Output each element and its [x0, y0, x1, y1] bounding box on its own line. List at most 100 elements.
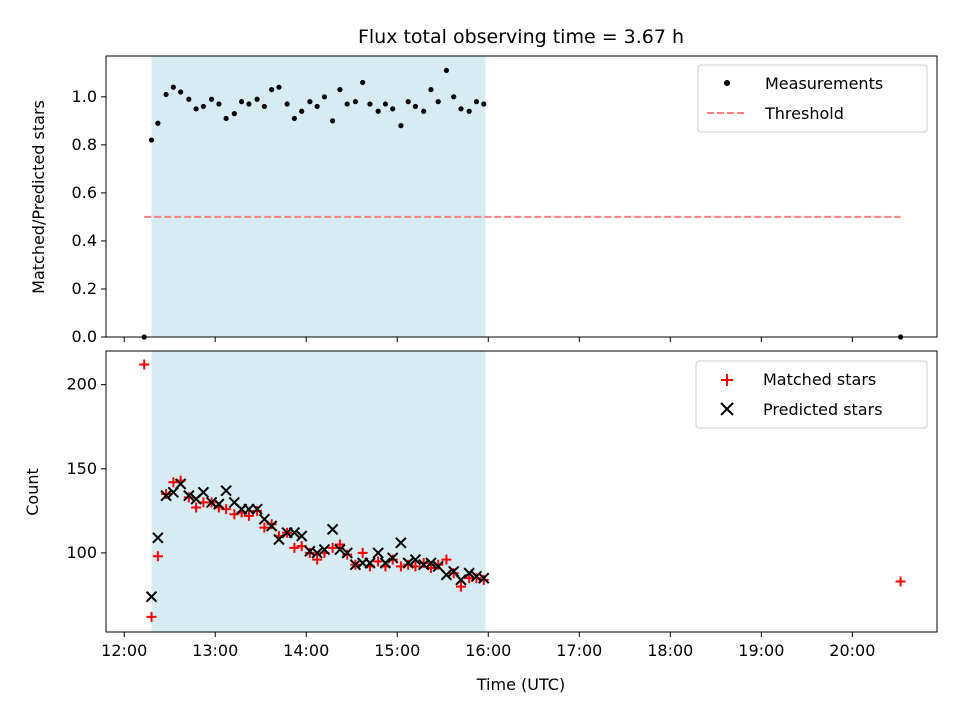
predicted-star-point — [372, 547, 384, 559]
measurement-point — [276, 84, 282, 90]
predicted-star-point — [326, 523, 339, 536]
measurement-point — [352, 99, 358, 105]
measurement-point — [246, 101, 252, 107]
measurement-point — [299, 108, 305, 114]
predicted-star-point — [152, 532, 164, 544]
matched-star-point — [433, 559, 444, 570]
measurement-point — [254, 96, 260, 102]
legend-matched-marker — [721, 374, 733, 386]
matched-star-point — [441, 554, 452, 565]
measurement-point — [375, 108, 381, 114]
x-axis-label: Time (UTC) — [476, 675, 565, 694]
measurement-point — [428, 87, 434, 93]
predicted-star-point — [251, 503, 263, 515]
top-y-tick-label: 0.6 — [72, 183, 97, 202]
measurement-point — [458, 106, 464, 112]
predicted-star-point — [197, 486, 210, 499]
matched-star-point — [327, 542, 338, 553]
predicted-star-point — [288, 527, 301, 539]
measurement-point — [466, 108, 472, 114]
predicted-star-point — [145, 590, 158, 603]
bottom-y-axis-label: Count — [23, 468, 42, 516]
bottom-legend-box — [695, 360, 928, 429]
top-subplot: 0.0 0.2 0.4 0.6 0.8 1.0 Matched/Predicted sta… — [29, 55, 938, 346]
predicted-star-point — [160, 489, 172, 502]
bottom-x-ticks: 12:00 13:00 14:00 15:00 16:00 17:00 18:00 19:00… — [101, 632, 875, 660]
predicted-star-point — [478, 572, 490, 584]
matched-star-point — [312, 554, 323, 565]
matched-star-point — [191, 502, 202, 513]
measurement-point — [284, 101, 290, 107]
matched-star-point — [259, 522, 270, 533]
measurement-point — [344, 101, 350, 107]
matched-star-point — [243, 510, 254, 521]
predicted-star-point — [295, 530, 308, 542]
predicted-star-point — [334, 543, 346, 556]
measurement-point — [170, 84, 176, 90]
measurement-point — [193, 106, 199, 112]
predicted-star-point — [409, 553, 422, 566]
x-tick-label: 16:00 — [465, 641, 511, 660]
x-tick-label: 18:00 — [647, 641, 693, 660]
predicted-star-point — [440, 569, 453, 581]
measurement-point — [307, 99, 313, 105]
measurement-point — [269, 87, 275, 93]
bottom-legend: Matched stars Predicted stars — [695, 360, 928, 429]
matched-star-point — [334, 539, 345, 550]
legend-predicted-marker — [720, 402, 734, 416]
matched-star-point — [373, 556, 384, 567]
top-y-tick-label: 0.4 — [72, 231, 97, 250]
measurement-point — [186, 96, 192, 102]
x-tick-label: 13:00 — [192, 641, 238, 660]
predicted-star-point — [364, 557, 376, 569]
measurement-point — [398, 123, 404, 129]
measurement-point — [451, 94, 457, 100]
measurement-point — [390, 106, 396, 112]
measurement-point — [405, 99, 411, 105]
measurement-point — [481, 101, 487, 107]
measurement-point — [231, 111, 237, 117]
top-legend-box — [697, 64, 928, 133]
measurement-point — [443, 67, 450, 74]
matched-star-point — [455, 581, 466, 592]
top-legend: Measurements Threshold — [697, 64, 928, 133]
predicted-star-point — [318, 543, 331, 556]
measurement-point — [321, 94, 328, 100]
measurement-point — [155, 120, 161, 126]
top-y-tick-label: 1.0 — [72, 87, 97, 106]
predicted-star-point — [387, 552, 399, 564]
matched-star-point — [304, 547, 315, 558]
x-tick-label: 19:00 — [738, 641, 784, 660]
measurement-point — [337, 87, 343, 93]
predicted-star-point — [395, 537, 407, 549]
chart-title: Flux total observing time = 3.67 h — [358, 26, 684, 48]
legend-predicted-label: Predicted stars — [763, 400, 883, 419]
measurement-point — [330, 118, 336, 124]
top-x-ticks — [123, 337, 853, 342]
predicted-star-point — [213, 498, 225, 510]
bottom-axes-frame — [105, 350, 938, 633]
top-y-tick-label: 0.0 — [72, 327, 97, 346]
predicted-star-point — [183, 489, 195, 502]
predicted-star-point — [455, 574, 467, 586]
x-tick-label: 20:00 — [829, 641, 875, 660]
measurement-point — [208, 96, 215, 102]
measurement-point — [261, 103, 267, 110]
measurement-point — [223, 115, 229, 122]
bottom-window-band — [151, 351, 486, 632]
matched-star-point — [418, 558, 429, 569]
measurement-point — [435, 99, 441, 105]
predicted-star-point — [341, 547, 353, 559]
bottom-subplot: 100 150 200 12:00 13:00 14:00 15:00 16:00 17:00… — [23, 350, 938, 694]
predicted-star-point — [265, 520, 278, 532]
top-y-tick-label: 0.8 — [72, 135, 97, 154]
matched-star-point — [168, 477, 179, 488]
measurement-point — [360, 79, 366, 86]
measurement-point — [239, 99, 245, 105]
measurement-point — [148, 137, 155, 143]
legend-matched-label: Matched stars — [763, 370, 876, 389]
x-tick-label: 15:00 — [374, 641, 420, 660]
matched-star-point — [448, 568, 459, 579]
matched-star-point — [357, 547, 368, 558]
